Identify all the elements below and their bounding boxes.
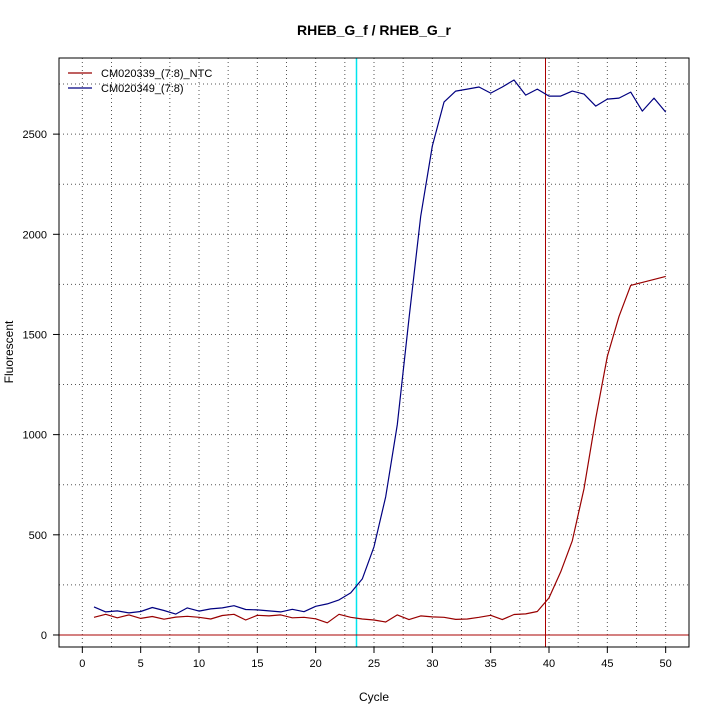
x-tick-label: 5 (138, 658, 144, 670)
series-line-2 (93, 79, 667, 615)
x-tick-label: 20 (310, 658, 322, 670)
x-axis-label: Cycle (359, 690, 389, 704)
legend: CM020339_(7:8)_NTC CM020349_(7:8) (68, 68, 212, 95)
x-tick-label: 0 (79, 658, 85, 670)
series-lines (93, 79, 667, 624)
y-axis: 0 500 1000 1500 2000 2500 (23, 129, 59, 642)
x-tick-label: 25 (368, 658, 380, 670)
legend-label-2: CM020349_(7:8) (101, 83, 184, 95)
chart-title: RHEB_G_f / RHEB_G_r (297, 22, 452, 38)
legend-label-1: CM020339_(7:8)_NTC (101, 68, 212, 80)
y-tick-label: 0 (41, 630, 47, 642)
x-tick-label: 50 (660, 658, 672, 670)
y-axis-label: Fluorescent (2, 320, 16, 383)
y-tick-label: 500 (29, 530, 47, 542)
x-axis: 0 5 10 15 20 25 30 35 40 45 50 (79, 647, 672, 670)
grid (59, 58, 689, 647)
vertical-markers (59, 58, 689, 647)
x-tick-label: 35 (485, 658, 497, 670)
x-tick-label: 30 (426, 658, 438, 670)
x-tick-label: 10 (193, 658, 205, 670)
x-tick-label: 40 (543, 658, 555, 670)
x-tick-label: 15 (251, 658, 263, 670)
series-line-1 (93, 275, 666, 624)
y-tick-label: 2500 (23, 129, 47, 141)
y-tick-label: 1500 (23, 329, 47, 341)
x-tick-label: 45 (601, 658, 613, 670)
y-tick-label: 2000 (23, 229, 47, 241)
y-tick-label: 1000 (23, 430, 47, 442)
